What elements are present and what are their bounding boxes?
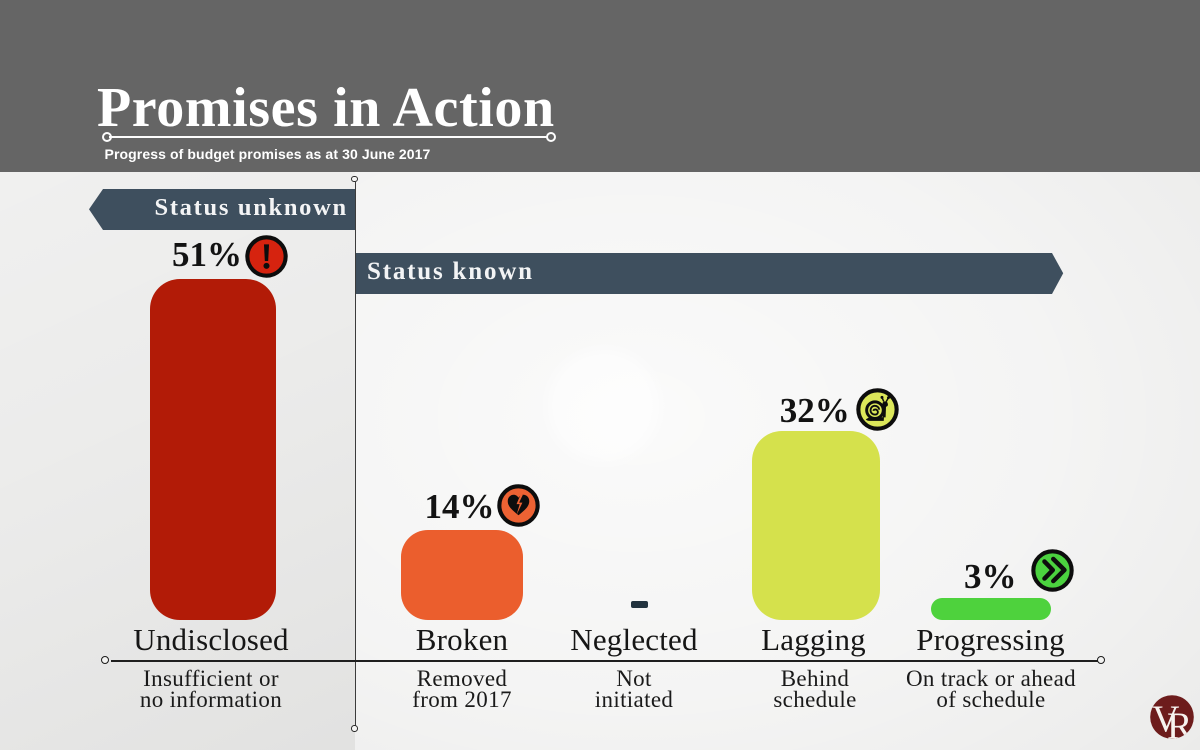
svg-text:V: V	[1152, 699, 1180, 741]
svg-text:R: R	[1167, 706, 1193, 742]
